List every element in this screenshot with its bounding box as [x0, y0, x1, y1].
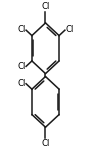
Text: Cl: Cl: [41, 139, 50, 148]
Text: Cl: Cl: [41, 2, 50, 11]
Text: Cl: Cl: [17, 25, 25, 34]
Text: Cl: Cl: [17, 79, 25, 88]
Text: Cl: Cl: [66, 25, 74, 34]
Text: Cl: Cl: [17, 63, 25, 71]
